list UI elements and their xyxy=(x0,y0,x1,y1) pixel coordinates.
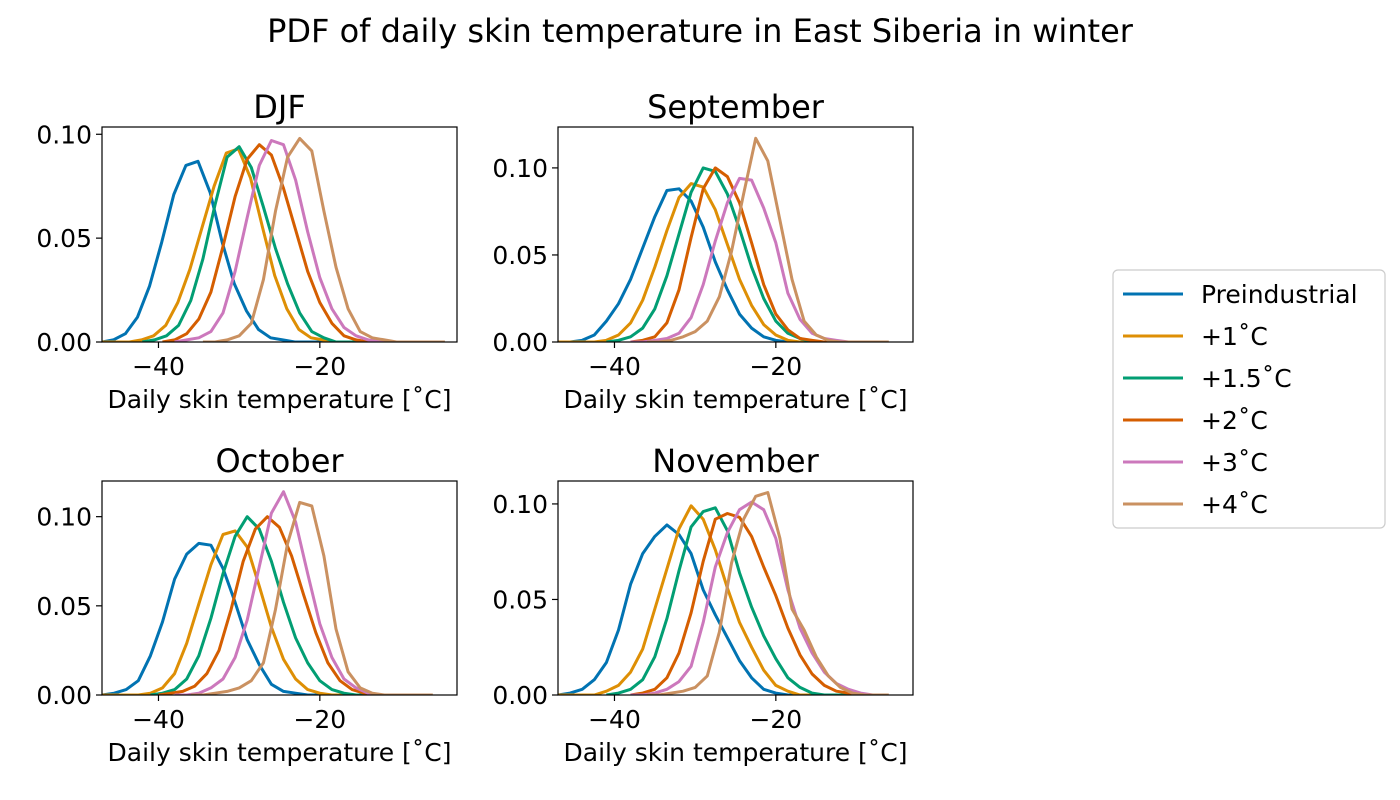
figure-title: PDF of daily skin temperature in East Si… xyxy=(267,12,1134,50)
series-line-preindustrial xyxy=(102,541,369,695)
plot-lines xyxy=(558,491,889,695)
legend-item: +1.5˚C xyxy=(1123,364,1292,393)
subplot-november: −40 −20 0.00 0.05 0.10 November Daily skin tem… xyxy=(492,442,914,767)
legend-label: +2˚C xyxy=(1201,406,1268,435)
y-tick-label: 0.10 xyxy=(36,503,92,532)
series-line-preindustrial xyxy=(558,187,825,342)
series-line-2c xyxy=(158,515,401,695)
series-line-2c xyxy=(630,166,873,342)
series-line-1-5c xyxy=(142,145,385,342)
axes-frame xyxy=(101,126,458,343)
series-line-3c xyxy=(174,139,417,342)
legend-item: +2˚C xyxy=(1123,406,1268,435)
y-tick-label: 0.10 xyxy=(492,154,548,183)
x-tick-label: −20 xyxy=(749,705,802,734)
x-tick-label: −20 xyxy=(293,352,346,381)
x-axis-label: Daily skin temperature [˚C] xyxy=(108,738,452,767)
subplot-title: October xyxy=(215,442,344,480)
subplot-grid: −40 −20 0.00 0.05 0.10 DJF Daily skin temperat… xyxy=(36,88,914,767)
x-tick-label: −40 xyxy=(132,705,185,734)
series-line-4c xyxy=(646,136,889,342)
series-line-2c xyxy=(162,143,405,342)
subplot-september: −40 −20 0.00 0.05 0.10 September Daily skin te… xyxy=(492,88,914,414)
x-tick-label: −40 xyxy=(588,705,641,734)
series-line-4c xyxy=(202,136,445,342)
x-tick-label: −40 xyxy=(132,352,185,381)
legend-label: +1.5˚C xyxy=(1201,364,1292,393)
y-tick-label: 0.00 xyxy=(36,681,92,710)
x-tick-label: −40 xyxy=(588,352,641,381)
y-tick-label: 0.05 xyxy=(36,224,92,253)
series-line-preindustrial xyxy=(102,159,368,342)
subplot-title: November xyxy=(652,442,819,480)
y-tick-label: 0.05 xyxy=(492,241,548,270)
legend-label: +1˚C xyxy=(1201,322,1268,351)
plot-lines xyxy=(102,136,445,342)
axes-frame xyxy=(101,480,458,696)
series-line-4c xyxy=(646,491,889,695)
y-tick-label: 0.05 xyxy=(492,585,548,614)
legend-item: +4˚C xyxy=(1123,490,1268,519)
subplot-title: September xyxy=(647,88,825,126)
y-tick-label: 0.00 xyxy=(492,681,548,710)
series-line-2c xyxy=(630,512,873,695)
legend-label: +3˚C xyxy=(1201,448,1268,477)
series-line-preindustrial xyxy=(558,523,825,695)
axes-frame xyxy=(557,480,914,696)
y-tick-label: 0.00 xyxy=(36,328,92,357)
plot-lines xyxy=(558,136,889,342)
x-axis-label: Daily skin temperature [˚C] xyxy=(564,385,908,414)
legend: Preindustrial +1˚C +1.5˚C +2˚C +3˚C +4˚C xyxy=(1112,269,1386,529)
y-tick-label: 0.10 xyxy=(492,490,548,519)
y-tick-label: 0.05 xyxy=(36,592,92,621)
subplot-djf: −40 −20 0.00 0.05 0.10 DJF Daily skin temperat… xyxy=(36,88,458,414)
series-line-4c xyxy=(190,500,433,695)
legend-item: +3˚C xyxy=(1123,448,1268,477)
legend-item: +1˚C xyxy=(1123,322,1268,351)
y-tick-label: 0.10 xyxy=(36,120,92,149)
x-axis-label: Daily skin temperature [˚C] xyxy=(564,738,908,767)
series-line-1c xyxy=(558,504,825,695)
legend-label: +4˚C xyxy=(1201,490,1268,519)
x-tick-label: −20 xyxy=(293,705,346,734)
subplot-title: DJF xyxy=(253,88,305,126)
x-axis-label: Daily skin temperature [˚C] xyxy=(108,385,452,414)
x-tick-label: −20 xyxy=(749,352,802,381)
legend-item: Preindustrial xyxy=(1123,280,1358,309)
subplot-october: −40 −20 0.00 0.05 0.10 October Daily skin temp… xyxy=(36,442,458,767)
y-tick-label: 0.00 xyxy=(492,328,548,357)
axes-frame xyxy=(557,126,914,343)
legend-label: Preindustrial xyxy=(1201,280,1358,309)
